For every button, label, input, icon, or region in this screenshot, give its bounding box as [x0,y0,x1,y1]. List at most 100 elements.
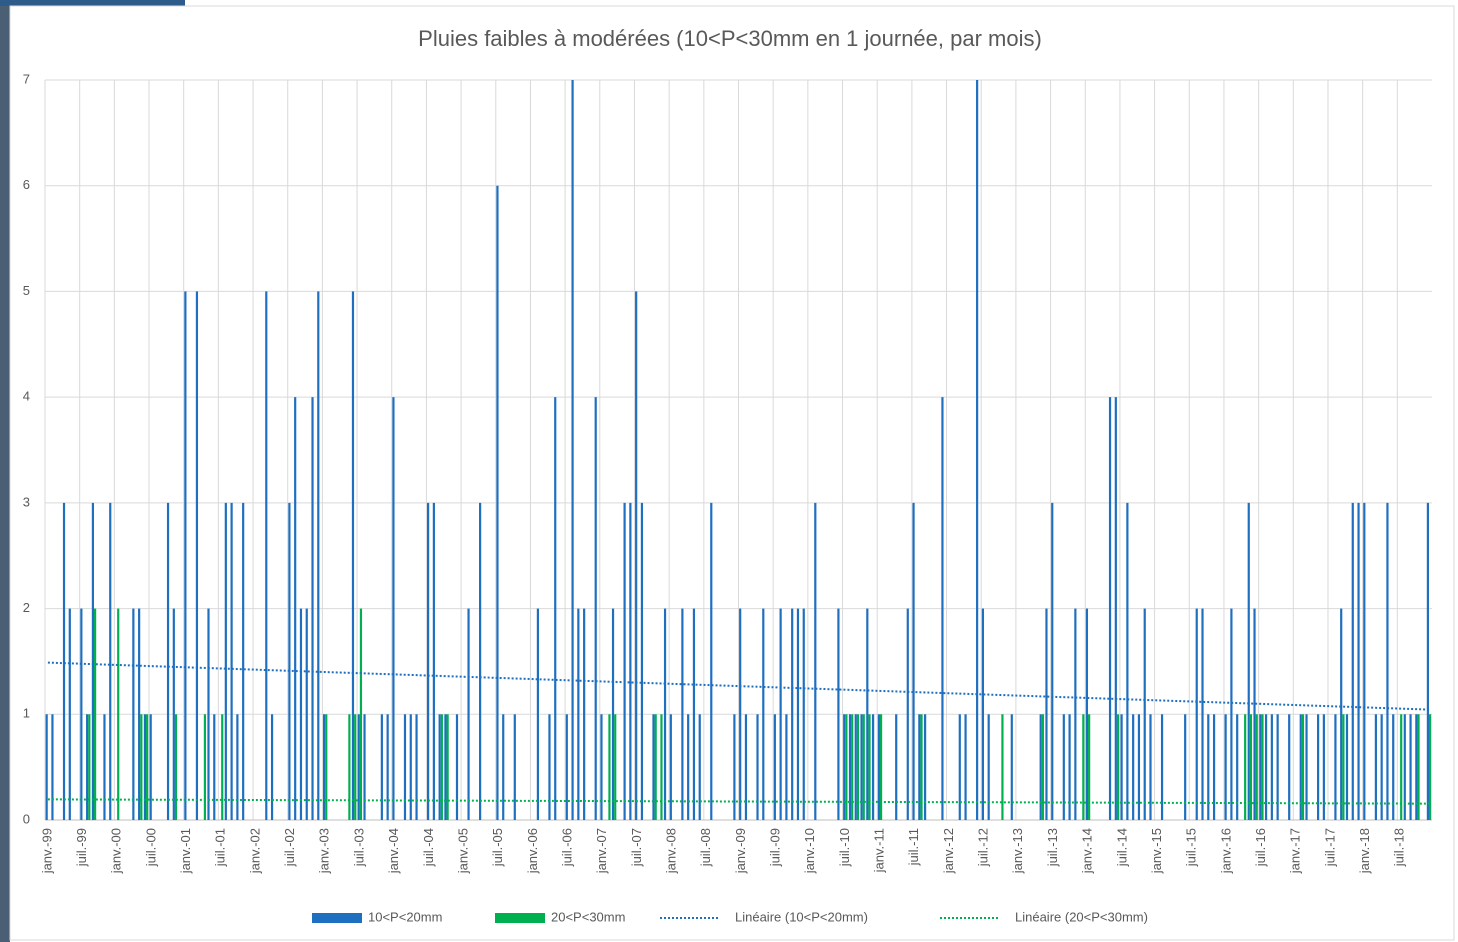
bar [132,609,134,820]
x-tick-label: juil.-16 [1253,828,1268,867]
bar [851,714,853,820]
x-tick-label: juil.-15 [1184,828,1199,867]
bar [863,714,865,820]
x-tick-label: janv.-12 [941,828,956,874]
bar [311,397,313,820]
bar [184,291,186,820]
x-tick-label: juil.-13 [1045,828,1060,867]
bar [1126,503,1128,820]
legend-label: Linéaire (10<P<20mm) [735,909,868,924]
bar [964,714,966,820]
x-tick-label: janv.-07 [594,828,609,874]
bar [225,503,227,820]
x-tick-label: janv.-02 [247,828,262,874]
x-tick-label: janv.-11 [872,828,887,873]
bar [791,609,793,820]
x-tick-label: janv.-05 [455,828,470,874]
bar [1363,503,1365,820]
bar [80,609,82,820]
bar [300,609,302,820]
bar [849,714,851,820]
bar [739,609,741,820]
bar [1115,397,1117,820]
bar [623,503,625,820]
bar [352,291,354,820]
y-tick-label: 4 [23,389,30,404]
y-tick-label: 5 [23,283,30,298]
bar [1429,714,1431,820]
bar [392,397,394,820]
bar [1132,714,1134,820]
bar [1196,609,1198,820]
y-tick-label: 0 [23,811,30,826]
bar [745,714,747,820]
bar [150,714,152,820]
x-tick-label: janv.-10 [802,828,817,874]
bar [204,714,206,820]
bar [600,714,602,820]
bar [86,714,88,820]
bar [566,714,568,820]
bar [1213,714,1215,820]
bar [1207,714,1209,820]
bar [548,714,550,820]
bar [348,714,350,820]
bar [699,714,701,820]
bar [1144,609,1146,820]
bar [167,503,169,820]
x-tick-label: juil.-05 [490,828,505,867]
bar [1244,714,1246,820]
bar [866,609,868,820]
bar [1302,714,1304,820]
bar [918,714,920,820]
bar [762,609,764,820]
x-tick-label: juil.-10 [837,828,852,867]
bar [1117,714,1119,820]
bar [577,609,579,820]
tab [0,0,185,6]
x-tick-label: juil.-00 [143,828,158,867]
legend-swatch [312,913,362,923]
bar [196,291,198,820]
bar [635,291,637,820]
bar [920,714,922,820]
bar [1068,714,1070,820]
bar [988,714,990,820]
bar [109,503,111,820]
bar [872,714,874,820]
bar [496,186,498,820]
x-tick-label: janv.-18 [1357,828,1372,874]
bar [857,714,859,820]
bar [1184,714,1186,820]
bar [325,714,327,820]
bar [608,714,610,820]
x-tick-label: juil.-09 [768,828,783,867]
bar [1340,609,1342,820]
bar [323,714,325,820]
bar [404,714,406,820]
bar [63,503,65,820]
bar [641,503,643,820]
bar [1259,714,1261,820]
bar [381,714,383,820]
bar [514,714,516,820]
x-tick-label: janv.-00 [109,828,124,874]
bar [294,397,296,820]
bar [1109,397,1111,820]
bar [814,503,816,820]
bar [1063,714,1065,820]
bar [231,503,233,820]
bar [1236,714,1238,820]
bar [94,609,96,820]
bar [479,503,481,820]
x-tick-label: juil.-04 [421,828,436,867]
bar [733,714,735,820]
bar [756,714,758,820]
x-tick-label: juil.-03 [351,828,366,867]
x-tick-label: juil.-18 [1392,828,1407,867]
x-tick-label: janv.-08 [663,828,678,874]
y-tick-label: 7 [23,71,30,86]
bar [354,714,356,820]
bar [360,609,362,820]
bar [146,714,148,820]
